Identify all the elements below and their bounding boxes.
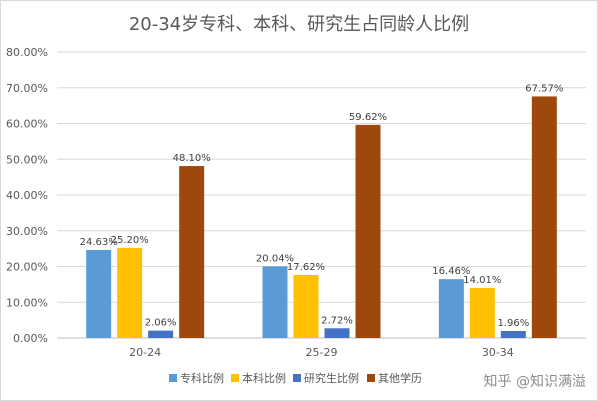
- bar: [86, 249, 112, 338]
- data-label: 2.72%: [321, 315, 353, 326]
- bar: [148, 330, 174, 338]
- bar: [469, 287, 495, 338]
- x-tick-label: 20-24: [129, 346, 161, 359]
- legend-label: 其他学历: [378, 371, 422, 385]
- data-label: 48.10%: [173, 153, 211, 164]
- data-label: 24.63%: [80, 237, 118, 248]
- legend-label: 研究生比例: [304, 371, 359, 385]
- data-label: 25.20%: [111, 235, 149, 246]
- bar: [531, 96, 557, 338]
- data-label: 17.62%: [287, 262, 325, 273]
- y-tick-label: 30.00%: [6, 225, 48, 238]
- legend-swatch: [169, 374, 177, 382]
- watermark: 知乎 @知识满溢: [483, 374, 586, 390]
- data-label: 20.04%: [256, 253, 294, 264]
- y-tick-label: 60.00%: [6, 118, 48, 131]
- bar: [500, 330, 526, 338]
- legend-swatch: [367, 374, 375, 382]
- y-tick-label: 40.00%: [6, 189, 48, 202]
- x-tick-label: 30-34: [482, 346, 514, 359]
- data-label: 14.01%: [463, 275, 501, 286]
- y-tick-label: 50.00%: [6, 153, 48, 166]
- legend-label: 专科比例: [180, 371, 224, 385]
- bar: [438, 279, 464, 338]
- y-tick-label: 80.00%: [6, 46, 48, 59]
- y-tick-label: 20.00%: [6, 261, 48, 274]
- y-tick-label: 0.00%: [13, 332, 48, 345]
- legend-swatch: [231, 374, 239, 382]
- bar: [324, 328, 350, 338]
- bar: [262, 266, 288, 338]
- legend-swatch: [293, 374, 301, 382]
- data-label: 1.96%: [497, 318, 529, 329]
- data-label: 2.06%: [145, 318, 177, 329]
- bar: [355, 124, 381, 339]
- data-label: 59.62%: [349, 112, 387, 123]
- bar: [293, 275, 319, 338]
- bar: [117, 247, 143, 338]
- legend-label: 本科比例: [242, 371, 286, 385]
- y-tick-label: 10.00%: [6, 296, 48, 309]
- data-label: 67.57%: [525, 83, 563, 94]
- data-label: 16.46%: [432, 266, 470, 277]
- bar: [179, 166, 205, 338]
- chart-title: 20-34岁专科、本科、研究生占同龄人比例: [128, 14, 470, 35]
- x-tick-label: 25-29: [306, 346, 338, 359]
- y-tick-label: 70.00%: [6, 82, 48, 95]
